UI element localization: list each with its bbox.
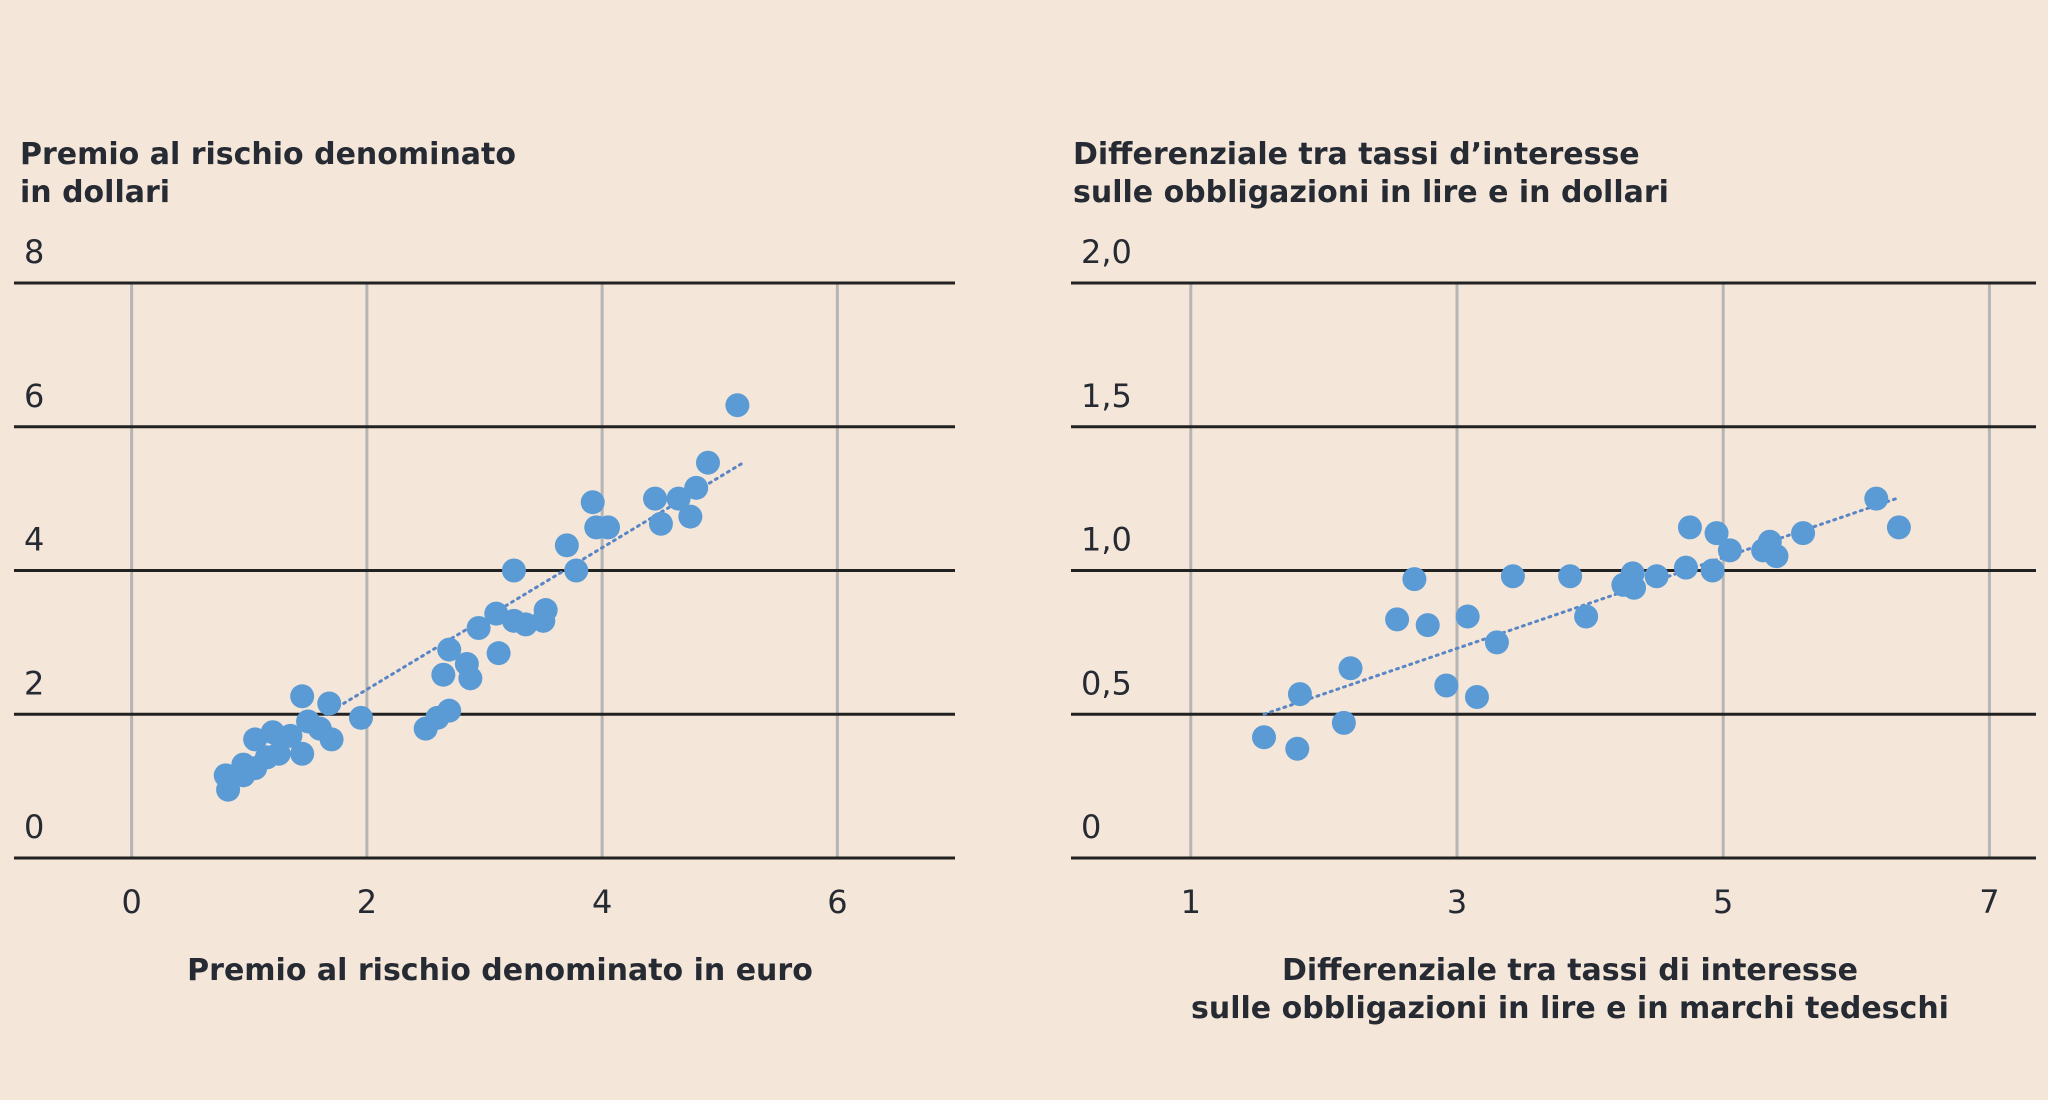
left-chart-data-point: [554, 533, 579, 558]
right-chart-data-point: [1764, 544, 1789, 569]
left-chart-data-point: [431, 662, 456, 687]
right-chart-data-point: [1252, 725, 1276, 750]
right-chart-data-point: [1338, 656, 1363, 681]
left-chart-y-tick-label: 0: [24, 808, 44, 846]
right-chart-y-tick-label: 0: [1081, 808, 1101, 846]
left-chart-data-point: [666, 486, 691, 511]
right-y-axis-title: Differenziale tra tassi d’interesse sull…: [1073, 137, 1669, 210]
right-chart-data-point: [1864, 486, 1889, 511]
right-chart-data-point: [1622, 575, 1647, 600]
right-chart-y-tick-label: 1,0: [1081, 521, 1132, 559]
right-chart-x-tick-label: 3: [1447, 883, 1467, 921]
left-chart-data-point: [695, 450, 720, 475]
right-chart-data-point: [1704, 521, 1729, 546]
left-chart-data-point: [290, 684, 315, 709]
left-chart-data-point: [643, 486, 668, 511]
right-chart-data-point: [1644, 564, 1669, 589]
left-chart-data-point: [501, 558, 526, 583]
left-chart-data-point: [486, 641, 511, 666]
left-chart-data-point: [437, 698, 462, 723]
right-chart-data-point: [1287, 682, 1312, 707]
right-chart-data-point: [1700, 558, 1725, 583]
left-chart-data-point: [648, 511, 673, 536]
left-chart-x-tick-label: 6: [827, 883, 847, 921]
left-chart-y-tick-label: 8: [24, 233, 44, 271]
left-chart-y-tick-label: 4: [24, 521, 44, 559]
left-chart-x-tick-label: 0: [121, 883, 141, 921]
right-chart-x-tick-label: 1: [1181, 883, 1201, 921]
right-chart-data-point: [1791, 521, 1816, 546]
right-chart-y-tick-label: 1,5: [1081, 377, 1132, 415]
left-chart-data-point: [678, 504, 703, 529]
left-y-axis-title: Premio al rischio denominato in dollari: [20, 137, 516, 210]
right-chart-y-tick-label: 0,5: [1081, 664, 1132, 702]
right-chart-data-point: [1484, 630, 1509, 655]
right-chart-data-point: [1886, 515, 1911, 540]
left-chart-data-point: [348, 705, 373, 730]
left-chart-data-point: [596, 515, 621, 540]
right-chart-trendline: [1262, 497, 1898, 716]
left-chart-data-point: [684, 475, 709, 500]
right-chart-data-point: [1415, 613, 1440, 638]
right-chart-data-point: [1464, 685, 1489, 709]
left-chart-data-point: [533, 598, 558, 623]
right-chart-data-point: [1717, 538, 1742, 563]
right-chart-data-point: [1677, 515, 1702, 540]
right-chart-data-point: [1434, 673, 1459, 698]
left-chart-x-tick-label: 4: [592, 883, 612, 921]
left-chart-data-point: [466, 616, 491, 640]
right-chart-data-point: [1331, 710, 1356, 735]
right-chart-x-tick-label: 7: [1979, 883, 1999, 921]
right-chart-data-point: [1500, 564, 1525, 589]
right-chart-data-point: [1455, 604, 1480, 629]
left-chart-data-point: [564, 558, 589, 583]
left-chart-data-point: [278, 723, 303, 748]
left-chart-data-point: [319, 727, 344, 752]
left-chart-data-point: [216, 777, 241, 802]
left-x-axis-title: Premio al rischio denominato in euro: [187, 953, 813, 988]
right-x-axis-title: Differenziale tra tassi di interesse sul…: [1191, 953, 1949, 1026]
left-chart-x-tick-label: 2: [357, 883, 377, 921]
left-chart-y-tick-label: 2: [24, 664, 44, 702]
right-chart-data-point: [1285, 736, 1310, 761]
left-chart-data-point: [266, 741, 291, 766]
left-chart-data-point: [290, 741, 315, 766]
right-chart-data-point: [1385, 607, 1410, 632]
left-chart-data-point: [580, 490, 605, 515]
left-chart-data-point: [437, 637, 462, 662]
right-chart-data-point: [1402, 567, 1427, 592]
right-chart-data-point: [1673, 555, 1698, 580]
left-chart-data-point: [317, 691, 342, 716]
left-chart-data-point: [458, 666, 483, 691]
right-chart-data-point: [1574, 604, 1599, 629]
right-chart-x-tick-label: 5: [1713, 883, 1733, 921]
left-chart-y-tick-label: 6: [24, 377, 44, 415]
left-chart-data-point: [725, 393, 750, 418]
right-chart-data-point: [1558, 564, 1583, 589]
right-chart-y-tick-label: 2,0: [1081, 233, 1132, 271]
